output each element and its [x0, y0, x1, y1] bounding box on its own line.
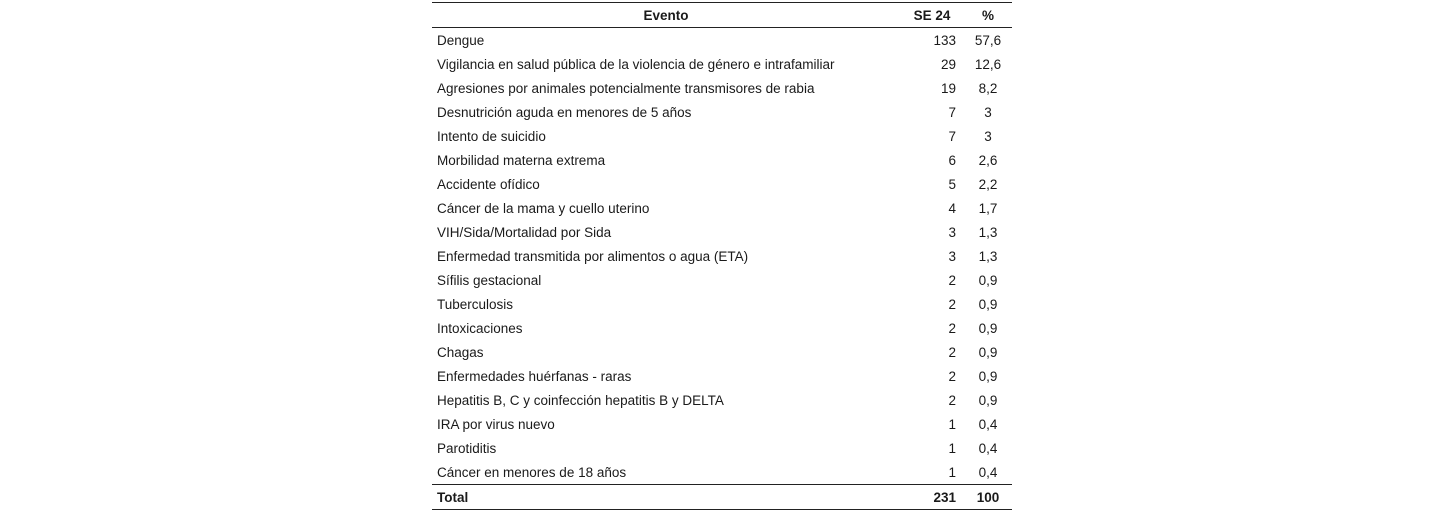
table-row: Morbilidad materna extrema 6 2,6 [432, 148, 1012, 172]
row-percent: 0,9 [978, 272, 998, 288]
row-evento: IRA por virus nuevo [437, 416, 555, 432]
row-percent: 0,4 [978, 464, 998, 480]
events-table-container: Evento SE 24 % Dengue 133 57,6 Vigilancia e… [432, 2, 1012, 510]
row-se-24: 6 [948, 152, 956, 168]
row-evento: Accidente ofídico [437, 176, 540, 192]
header-percent: % [964, 2, 1012, 28]
table-row: Intento de suicidio 7 3 [432, 124, 1012, 148]
header-evento: Evento [432, 2, 900, 28]
row-evento: Enfermedad transmitida por alimentos o a… [437, 248, 749, 264]
events-table: Evento SE 24 % Dengue 133 57,6 Vigilancia e… [432, 2, 1012, 510]
table-row: Tuberculosis 2 0,9 [432, 292, 1012, 316]
row-se-24: 1 [948, 464, 956, 480]
row-se-24: 7 [948, 104, 956, 120]
row-se-24: 2 [948, 392, 956, 408]
row-se-24: 2 [948, 344, 956, 360]
row-se-24: 2 [948, 272, 956, 288]
row-se-24: 7 [948, 128, 956, 144]
table-row: Hepatitis B, C y coinfección hepatitis B… [432, 388, 1012, 412]
table-row: Parotiditis 1 0,4 [432, 436, 1012, 460]
row-evento: Intento de suicidio [437, 128, 546, 144]
table-row: Chagas 2 0,9 [432, 340, 1012, 364]
row-se-24: 2 [948, 320, 956, 336]
header-row: Evento SE 24 % [432, 2, 1012, 28]
row-evento: Agresiones por animales potencialmente t… [437, 80, 815, 96]
total-row: Total 231 100 [432, 484, 1012, 510]
row-se-24: 4 [948, 200, 956, 216]
row-evento: Tuberculosis [437, 296, 514, 312]
total-label: Total [432, 484, 900, 510]
row-se-24: 1 [948, 440, 956, 456]
header-se-24: SE 24 [900, 2, 964, 28]
row-se-24: 29 [940, 56, 956, 72]
table-row: Agresiones por animales potencialmente t… [432, 76, 1012, 100]
row-evento: Vigilancia en salud pública de la violen… [437, 56, 835, 72]
table-row: Enfermedades huérfanas - raras 2 0,9 [432, 364, 1012, 388]
row-percent: 1,3 [978, 224, 998, 240]
row-se-24: 133 [933, 32, 956, 48]
row-se-24: 3 [948, 248, 956, 264]
row-percent: 0,9 [978, 320, 998, 336]
row-evento: Intoxicaciones [437, 320, 523, 336]
table-row: Dengue 133 57,6 [432, 28, 1012, 53]
row-percent: 12,6 [974, 56, 1002, 72]
row-se-24: 19 [940, 80, 956, 96]
table-row: Accidente ofídico 5 2,2 [432, 172, 1012, 196]
table-footer: Total 231 100 [432, 484, 1012, 510]
row-percent: 0,9 [978, 392, 998, 408]
row-percent: 1,7 [978, 200, 998, 216]
row-evento: Enfermedades huérfanas - raras [437, 368, 632, 384]
table-row: Cáncer de la mama y cuello uterino 4 1,7 [432, 196, 1012, 220]
row-percent: 3 [984, 104, 992, 120]
row-evento: VIH/Sida/Mortalidad por Sida [437, 224, 612, 240]
table-row: VIH/Sida/Mortalidad por Sida 3 1,3 [432, 220, 1012, 244]
table-row: Vigilancia en salud pública de la violen… [432, 52, 1012, 76]
row-se-24: 5 [948, 176, 956, 192]
row-percent: 0,4 [978, 416, 998, 432]
row-evento: Parotiditis [437, 440, 497, 456]
row-percent: 2,6 [978, 152, 998, 168]
row-percent: 0,9 [978, 344, 998, 360]
table-row: Sífilis gestacional 2 0,9 [432, 268, 1012, 292]
total-percent: 100 [964, 484, 1012, 510]
row-se-24: 1 [948, 416, 956, 432]
total-se-24: 231 [900, 484, 964, 510]
row-evento: Cáncer de la mama y cuello uterino [437, 200, 650, 216]
table-row: Enfermedad transmitida por alimentos o a… [432, 244, 1012, 268]
row-evento: Chagas [437, 344, 484, 360]
row-evento: Dengue [437, 32, 485, 48]
row-percent: 0,4 [978, 440, 998, 456]
row-evento: Morbilidad materna extrema [437, 152, 606, 168]
row-percent: 8,2 [978, 80, 998, 96]
row-se-24: 3 [948, 224, 956, 240]
table-row: Cáncer en menores de 18 años 1 0,4 [432, 460, 1012, 485]
row-percent: 1,3 [978, 248, 998, 264]
row-evento: Cáncer en menores de 18 años [437, 464, 627, 480]
table-row: Intoxicaciones 2 0,9 [432, 316, 1012, 340]
row-se-24: 2 [948, 296, 956, 312]
row-percent: 2,2 [978, 176, 998, 192]
row-percent: 57,6 [974, 32, 1002, 48]
row-se-24: 2 [948, 368, 956, 384]
row-percent: 0,9 [978, 368, 998, 384]
row-percent: 0,9 [978, 296, 998, 312]
row-evento: Desnutrición aguda en menores de 5 años [437, 104, 692, 120]
row-evento: Sífilis gestacional [437, 272, 542, 288]
table-row: IRA por virus nuevo 1 0,4 [432, 412, 1012, 436]
table-header: Evento SE 24 % [432, 2, 1012, 28]
table-row: Desnutrición aguda en menores de 5 años 7… [432, 100, 1012, 124]
row-evento: Hepatitis B, C y coinfección hepatitis B… [437, 392, 724, 408]
row-percent: 3 [984, 128, 992, 144]
table-body: Dengue 133 57,6 Vigilancia en salud pública… [432, 28, 1012, 485]
